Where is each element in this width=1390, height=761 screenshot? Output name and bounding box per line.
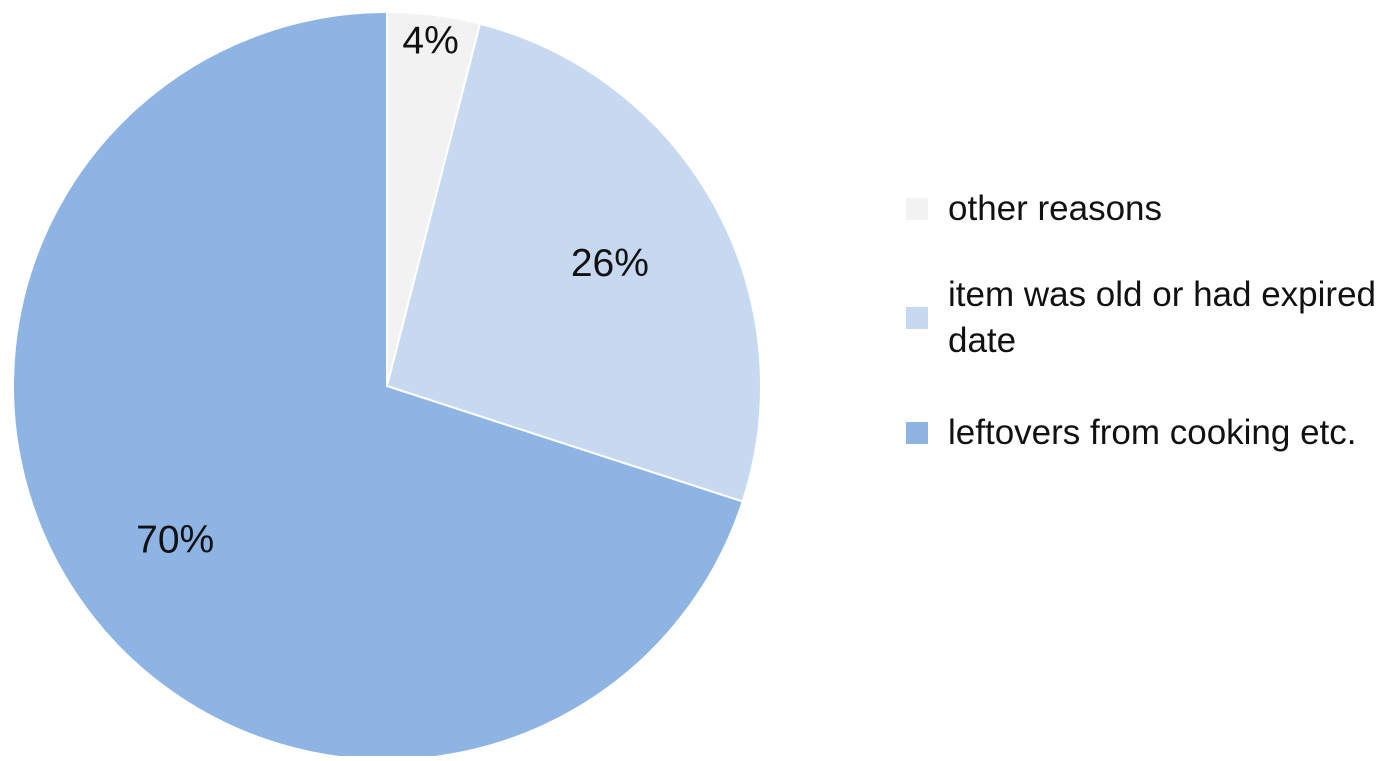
slice-label-2: 70% xyxy=(136,518,214,561)
slice-label-1: 26% xyxy=(571,242,649,285)
legend-swatch-leftovers xyxy=(906,422,928,444)
legend: other reasons item was old or had expire… xyxy=(906,186,1386,482)
legend-item-leftovers: leftovers from cooking etc. xyxy=(906,410,1386,456)
pie-slice-2 xyxy=(12,10,744,761)
legend-swatch-other-reasons xyxy=(906,198,928,220)
pie-slice-1 xyxy=(385,22,762,503)
legend-label-other-reasons: other reasons xyxy=(948,189,1163,228)
legend-item-other-reasons: other reasons xyxy=(906,186,1386,232)
legend-item-old-expired: item was old or had expired date xyxy=(906,272,1386,364)
slice-label-0: 4% xyxy=(402,19,458,62)
legend-swatch-old-expired xyxy=(906,307,928,329)
legend-label-leftovers: leftovers from cooking etc. xyxy=(948,413,1357,452)
legend-label-old-expired: item was old or had expired date xyxy=(948,275,1376,360)
